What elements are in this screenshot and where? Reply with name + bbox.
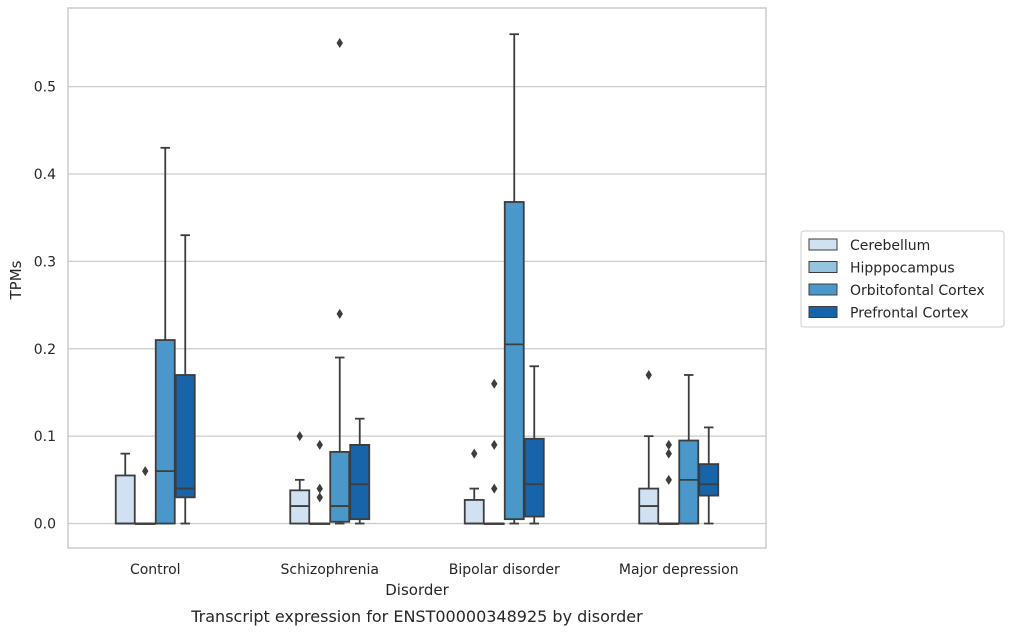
box-2-0	[154, 146, 176, 525]
outlier-point	[665, 448, 672, 459]
legend-label: Cerebellum	[850, 238, 930, 254]
x-tick-label: Control	[130, 562, 181, 578]
legend-frame	[800, 230, 1005, 328]
outlier-point	[491, 483, 498, 494]
box-3-0	[174, 234, 196, 525]
box-0-3	[638, 369, 660, 525]
y-tick-label: 0.2	[34, 342, 56, 358]
y-tick-label: 0.4	[34, 167, 56, 183]
outlier-point	[316, 492, 323, 503]
iqr-box	[329, 450, 351, 523]
legend-swatch	[808, 238, 838, 251]
legend-label: Prefrontal Cortex	[850, 306, 969, 322]
iqr-box	[698, 463, 720, 497]
y-tick-label: 0.1	[34, 429, 56, 445]
y-tick-labels: 0.0 0.1 0.2 0.3 0.4 0.5	[34, 80, 56, 533]
chart-caption: Transcript expression for ENST0000034892…	[190, 607, 643, 626]
x-tick-label: Major depression	[619, 562, 739, 578]
outlier-point	[142, 466, 149, 477]
box-1-1	[309, 439, 331, 525]
x-tick-label: Bipolar disorder	[449, 562, 560, 578]
legend-swatch	[808, 306, 838, 318]
outlier-point	[491, 439, 498, 450]
box-2-2	[503, 33, 525, 525]
plot-frame	[67, 7, 767, 549]
box-layer	[114, 33, 720, 525]
iqr-box	[114, 474, 136, 525]
box-3-1	[349, 417, 371, 525]
iqr-box	[349, 443, 371, 521]
outlier-point	[336, 308, 343, 319]
outlier-point	[316, 483, 323, 494]
outlier-point	[665, 439, 672, 450]
box-3-3	[698, 426, 720, 525]
outlier-point	[645, 369, 652, 380]
x-tick-labels: Control Schizophrenia Bipolar disorder Majo…	[130, 562, 739, 578]
legend-label: Orbitofontal Cortex	[850, 283, 985, 299]
box-0-0	[114, 452, 136, 525]
iqr-box	[463, 499, 485, 525]
y-tick-label: 0.3	[34, 254, 56, 270]
outlier-point	[491, 378, 498, 389]
x-axis-label: Disorder	[385, 581, 449, 599]
outlier-point	[316, 439, 323, 450]
legend-swatch	[808, 261, 838, 273]
legend-swatch	[808, 283, 838, 296]
iqr-box	[503, 201, 525, 521]
outlier-point	[665, 474, 672, 485]
iqr-box	[523, 437, 545, 518]
box-0-2	[463, 448, 485, 525]
outlier-point	[336, 37, 343, 48]
legend-label: Hipppocampus	[850, 261, 955, 277]
box-1-3	[658, 439, 680, 525]
iqr-box	[154, 339, 176, 525]
x-tick-label: Schizophrenia	[281, 562, 379, 578]
y-tick-label: 0.0	[34, 517, 56, 533]
box-1-0	[134, 466, 156, 525]
legend: Cerebellum Hipppocampus Orbitofontal Corte…	[800, 230, 1005, 328]
y-axis-label: TPMs	[7, 260, 25, 300]
box-0-1	[289, 431, 311, 525]
box-3-2	[523, 365, 545, 525]
outlier-point	[471, 448, 478, 459]
box-2-1	[329, 37, 351, 525]
iqr-box	[678, 439, 700, 525]
box-2-3	[678, 374, 700, 525]
box-1-2	[483, 378, 505, 525]
outlier-point	[296, 431, 303, 442]
iqr-box	[174, 374, 196, 499]
y-tick-label: 0.5	[34, 80, 56, 96]
